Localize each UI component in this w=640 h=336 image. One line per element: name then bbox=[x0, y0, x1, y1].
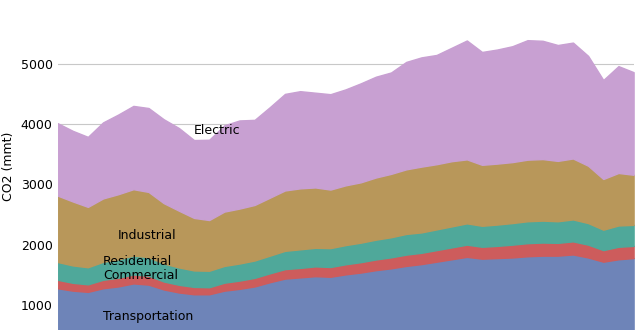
Y-axis label: CO2 (mmt): CO2 (mmt) bbox=[2, 132, 15, 201]
Text: Transportation: Transportation bbox=[103, 309, 193, 323]
Text: Industrial: Industrial bbox=[118, 229, 177, 242]
Text: Electric: Electric bbox=[194, 124, 241, 137]
Text: Commercial: Commercial bbox=[103, 269, 178, 282]
Text: Residential: Residential bbox=[103, 255, 172, 268]
